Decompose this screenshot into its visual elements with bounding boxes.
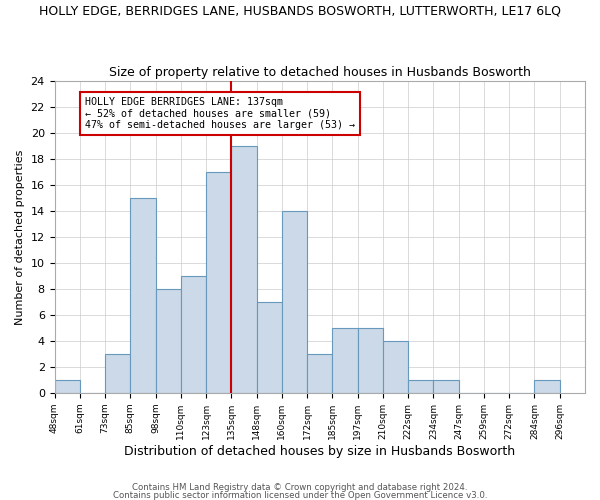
Bar (535, 380, 560, 393)
Bar (257, 302, 282, 393)
Bar (433, 380, 458, 393)
Bar (358, 328, 383, 393)
Bar (307, 354, 332, 393)
Bar (383, 341, 408, 393)
X-axis label: Distribution of detached houses by size in Husbands Bosworth: Distribution of detached houses by size … (124, 444, 515, 458)
Bar (155, 289, 181, 393)
Text: Contains HM Land Registry data © Crown copyright and database right 2024.: Contains HM Land Registry data © Crown c… (132, 484, 468, 492)
Text: Contains public sector information licensed under the Open Government Licence v3: Contains public sector information licen… (113, 490, 487, 500)
Text: HOLLY EDGE, BERRIDGES LANE, HUSBANDS BOSWORTH, LUTTERWORTH, LE17 6LQ: HOLLY EDGE, BERRIDGES LANE, HUSBANDS BOS… (39, 5, 561, 18)
Bar (408, 380, 433, 393)
Bar (206, 172, 232, 393)
Y-axis label: Number of detached properties: Number of detached properties (15, 150, 25, 324)
Bar (105, 354, 130, 393)
Bar (232, 146, 257, 393)
Bar (332, 328, 358, 393)
Bar (282, 211, 307, 393)
Bar (181, 276, 206, 393)
Text: HOLLY EDGE BERRIDGES LANE: 137sqm
← 52% of detached houses are smaller (59)
47% : HOLLY EDGE BERRIDGES LANE: 137sqm ← 52% … (85, 96, 355, 130)
Bar (130, 198, 155, 393)
Title: Size of property relative to detached houses in Husbands Bosworth: Size of property relative to detached ho… (109, 66, 531, 78)
Bar (55, 380, 80, 393)
